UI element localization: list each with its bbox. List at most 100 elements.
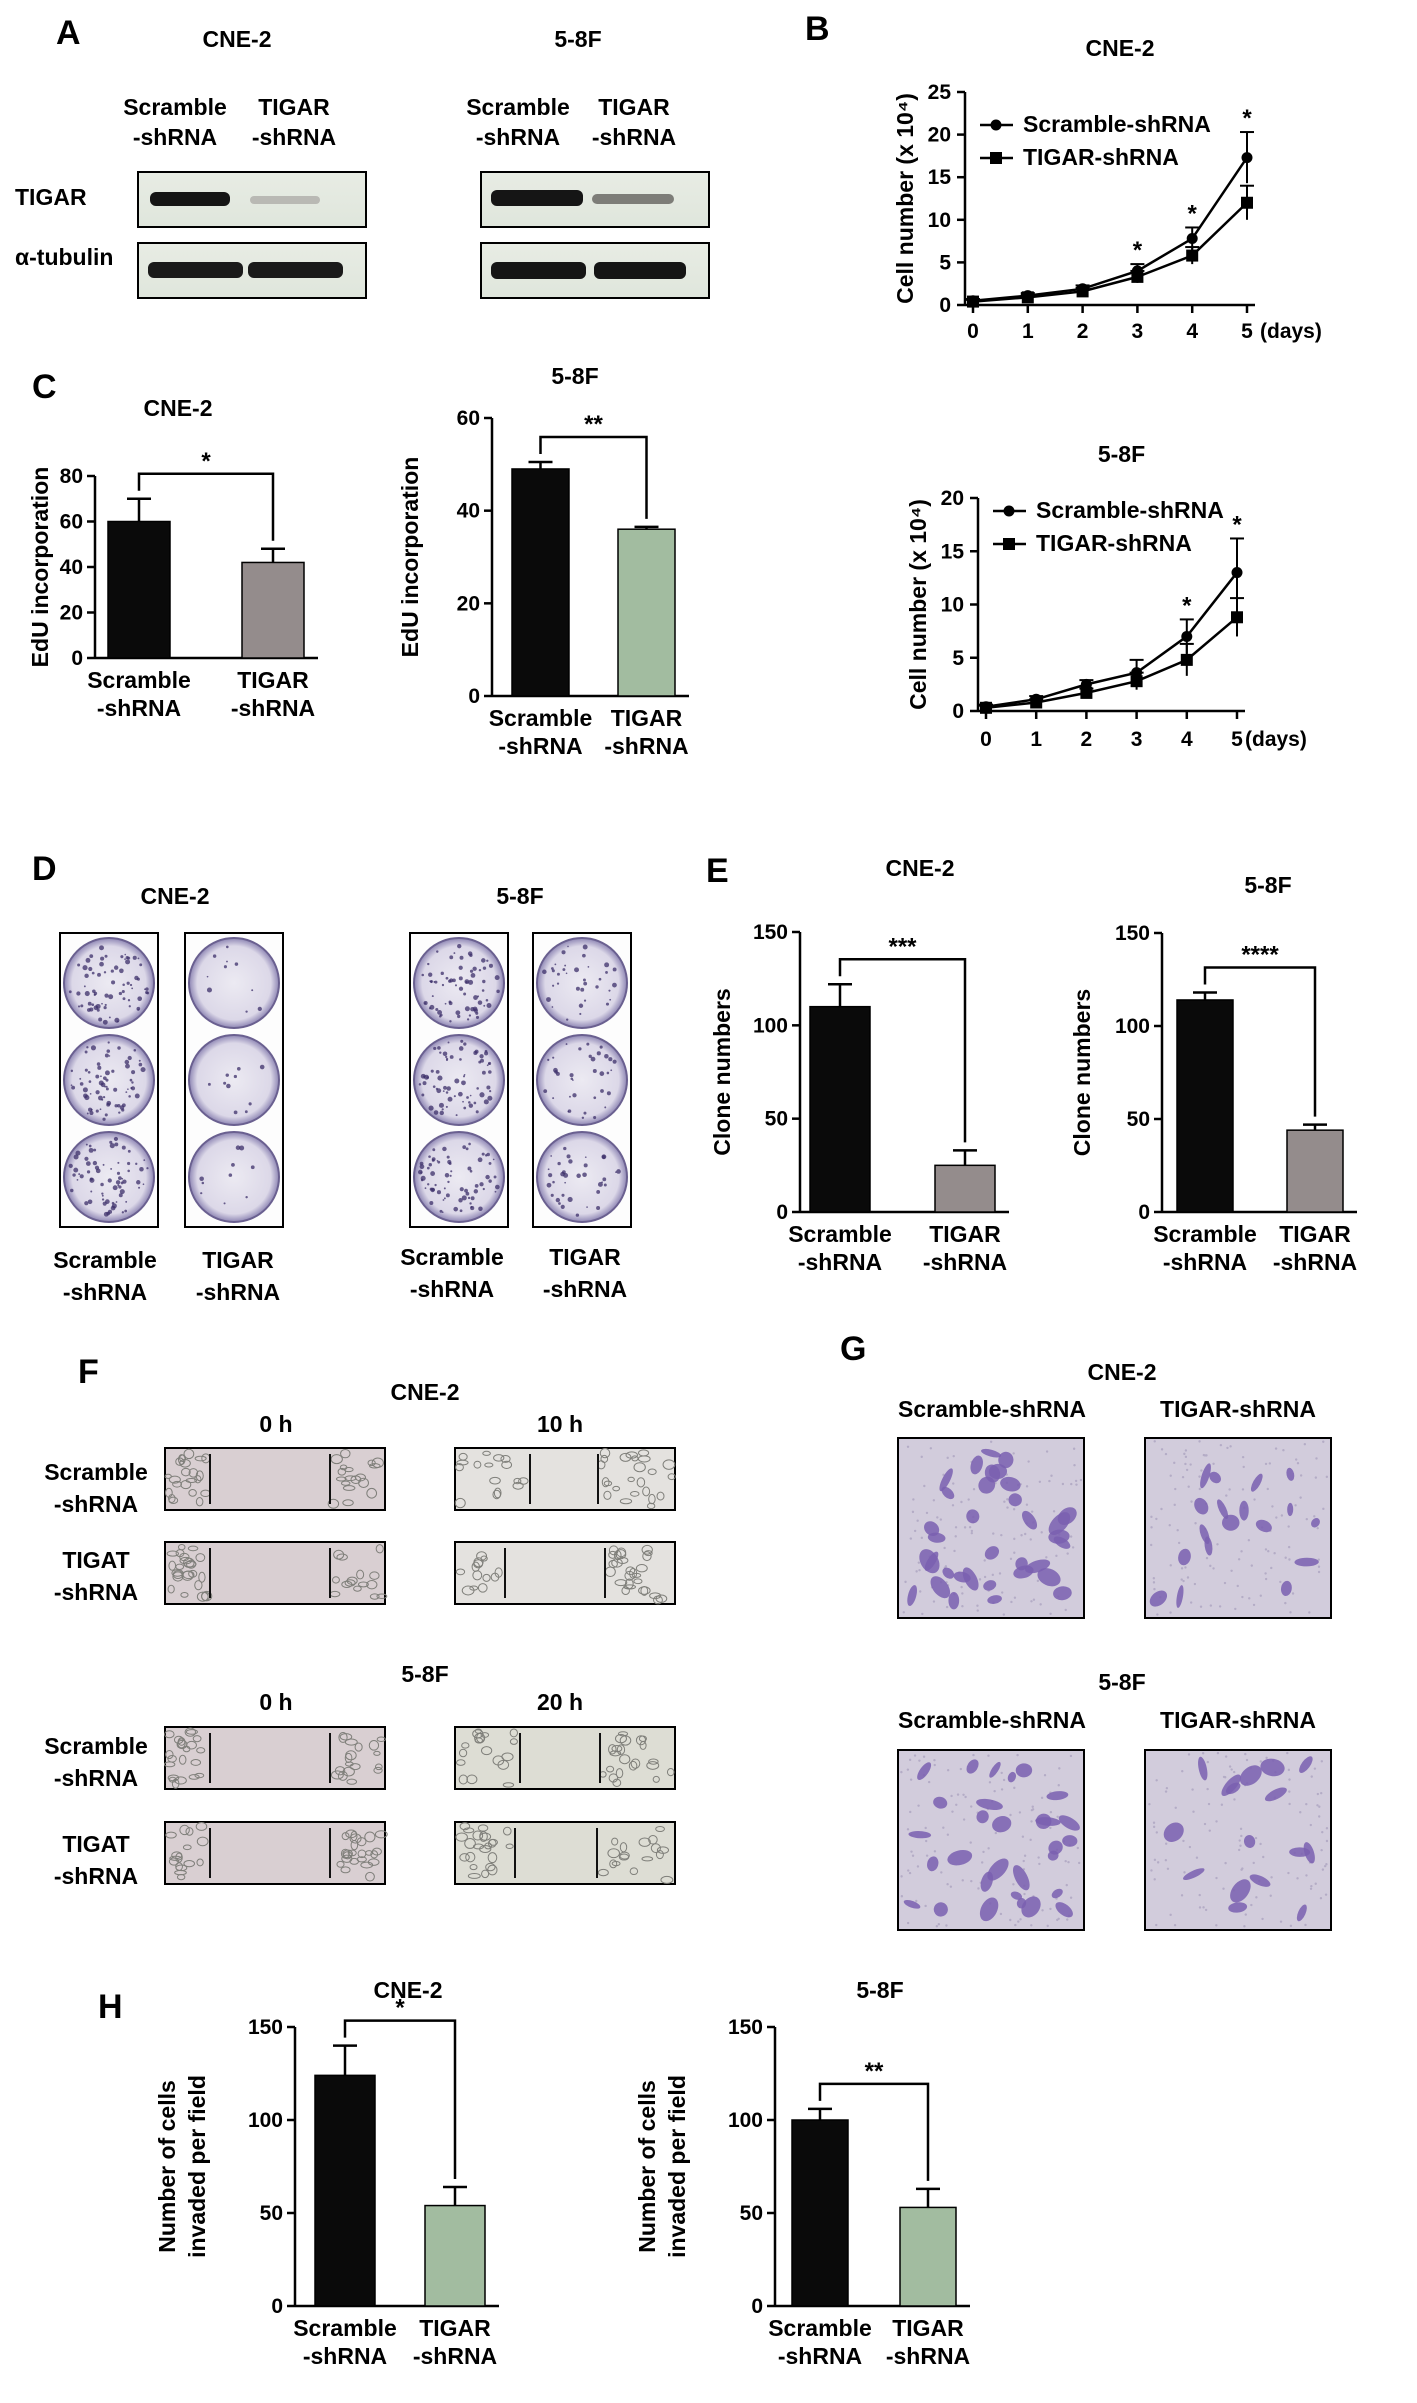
colony-dot	[488, 1070, 492, 1074]
panel-letter-g: G	[840, 1330, 866, 1368]
cell-outline	[603, 1490, 612, 1500]
membrane-pore	[1189, 1463, 1192, 1466]
membrane-pore	[1305, 1802, 1308, 1806]
x-tick-label: TIGAR	[611, 705, 683, 731]
cell-outline	[175, 1457, 185, 1466]
colony-dot	[146, 1167, 149, 1170]
colony-dot	[478, 968, 482, 972]
colony-dot	[605, 971, 608, 974]
y-axis-title: invaded per field	[664, 2075, 690, 2258]
membrane-pore	[918, 1759, 921, 1762]
membrane-pore	[932, 1499, 936, 1502]
tubulin-band	[148, 262, 243, 278]
cell-outline	[368, 1740, 380, 1751]
colony-dot	[201, 1181, 205, 1185]
colony-dot	[457, 943, 462, 949]
membrane-pore	[1259, 1842, 1262, 1846]
colony-dot	[606, 1071, 610, 1075]
membrane-pore	[976, 1604, 979, 1607]
cell-outline	[344, 1752, 353, 1764]
colony-dot	[88, 1080, 92, 1083]
cell-outline	[641, 1544, 653, 1555]
membrane-pore	[1247, 1539, 1251, 1542]
colony-dot	[604, 962, 610, 968]
colony-dot	[104, 954, 108, 958]
culture-plate	[188, 1034, 280, 1126]
membrane-pore	[1218, 1605, 1222, 1608]
legend-marker	[1003, 538, 1015, 550]
membrane-pore	[1055, 1554, 1058, 1558]
colony-dot	[459, 955, 464, 960]
membrane-pore	[1149, 1543, 1153, 1547]
panel-letter-c: C	[32, 368, 57, 406]
membrane-pore	[1169, 1564, 1172, 1567]
colony-dot	[552, 1097, 555, 1100]
membrane-pore	[1202, 1453, 1206, 1457]
colony-dot	[121, 1145, 126, 1150]
cell-outline	[614, 1579, 628, 1587]
chart-title: CNE-2	[885, 855, 954, 881]
colony-dot	[442, 1199, 445, 1201]
cell-outline	[609, 1750, 622, 1757]
membrane-pore	[1183, 1871, 1186, 1874]
membrane-pore	[1180, 1578, 1183, 1581]
colony-dot	[108, 1055, 111, 1057]
membrane-pore	[1160, 1507, 1163, 1511]
membrane-pore	[978, 1578, 982, 1581]
colony-dot	[138, 1186, 141, 1189]
membrane-pore	[1181, 1475, 1185, 1479]
colony-dot	[121, 1211, 124, 1214]
colony-dot	[145, 987, 149, 991]
cell-outline	[185, 1477, 198, 1484]
invaded-cell	[1250, 1473, 1263, 1492]
significance-marker: ***	[888, 933, 917, 960]
membrane-pore	[1195, 1856, 1199, 1859]
colony-dot	[105, 1087, 109, 1091]
membrane-pore	[1000, 1788, 1004, 1791]
colony-dot	[199, 1176, 204, 1182]
membrane-pore	[1181, 1769, 1184, 1773]
cell-outline	[608, 1773, 619, 1783]
colony-dot	[118, 1193, 123, 1198]
colony-dot	[134, 1093, 140, 1099]
membrane-pore	[1228, 1765, 1232, 1768]
membrane-pore	[1150, 1526, 1153, 1529]
colony-dot	[89, 1092, 92, 1095]
colony-dot	[121, 1177, 124, 1180]
lane-label: Scramble	[466, 94, 570, 120]
transwell-label: TIGAR-shRNA	[1160, 1396, 1316, 1422]
colony-dot	[103, 1211, 109, 1217]
membrane-pore	[993, 1789, 996, 1793]
culture-plate	[63, 937, 155, 1029]
colony-dot	[477, 1157, 483, 1163]
chart-title: CNE-2	[373, 1977, 442, 2003]
cell-outline	[455, 1568, 466, 1576]
y-tick-label: 50	[260, 2202, 283, 2225]
x-tick-label: -shRNA	[231, 695, 315, 721]
cell-outline	[341, 1580, 353, 1588]
colony-dot	[93, 1148, 97, 1152]
colony-dot	[70, 1084, 73, 1087]
cell-outline	[340, 1866, 351, 1874]
cell-outline	[175, 1864, 188, 1872]
membrane-pore	[1030, 1510, 1034, 1513]
colony-dot	[140, 1067, 146, 1073]
cell-outline	[349, 1833, 362, 1844]
membrane-pore	[945, 1924, 948, 1927]
invaded-cell	[1022, 1510, 1038, 1530]
colony-dot	[586, 1206, 588, 1208]
bar	[934, 1164, 996, 1213]
data-point	[1076, 285, 1089, 298]
invaded-cell	[924, 1521, 940, 1537]
invaded-cell	[966, 1509, 980, 1524]
y-tick-label: 50	[765, 1108, 788, 1131]
colony-dot	[90, 1190, 93, 1193]
cell-outline	[487, 1852, 498, 1864]
colony-dot	[128, 1095, 131, 1098]
cell-outline	[376, 1736, 386, 1742]
x-tick-label: TIGAR	[892, 2315, 964, 2341]
invaded-cell	[1243, 1835, 1256, 1848]
x-tick-label: Scramble	[768, 2315, 872, 2341]
membrane-pore	[1191, 1788, 1194, 1791]
transwell-label: TIGAR-shRNA	[1160, 1707, 1316, 1733]
